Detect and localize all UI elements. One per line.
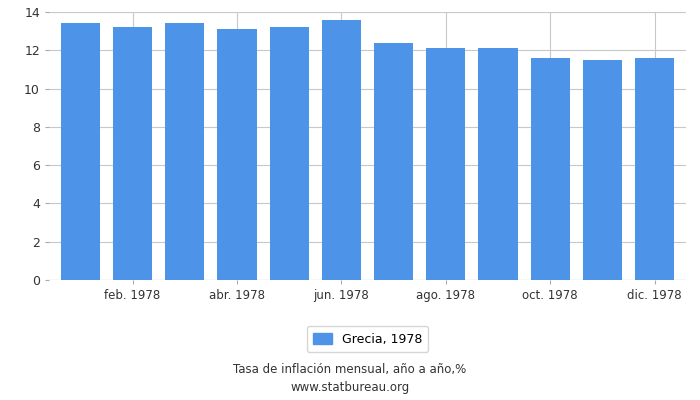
Bar [583,60,622,280]
Bar [113,27,152,280]
Legend: Grecia, 1978: Grecia, 1978 [307,326,428,352]
Bar [218,29,256,280]
Bar [374,43,413,280]
Bar [61,24,100,280]
Bar [270,27,309,280]
Bar [479,48,517,280]
Bar [426,48,466,280]
Text: www.statbureau.org: www.statbureau.org [290,382,410,394]
Bar [635,58,674,280]
Bar [322,20,361,280]
Text: Tasa de inflación mensual, año a año,%: Tasa de inflación mensual, año a año,% [233,364,467,376]
Bar [531,58,570,280]
Bar [165,24,204,280]
